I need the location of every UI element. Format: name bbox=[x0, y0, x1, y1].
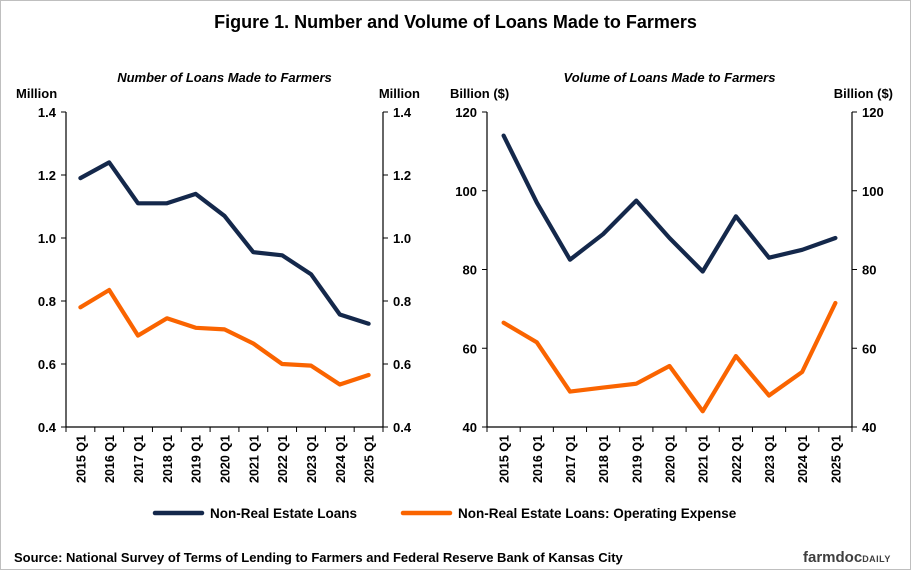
x-tick-label: 2023 Q1 bbox=[763, 435, 777, 483]
legend-label-operating-expense: Non-Real Estate Loans: Operating Expense bbox=[458, 506, 737, 521]
x-tick-label: 2019 Q1 bbox=[190, 435, 204, 483]
x-tick-label: 2025 Q1 bbox=[829, 435, 843, 483]
y-tick-label-left: 60 bbox=[463, 341, 477, 356]
x-tick-label: 2017 Q1 bbox=[564, 435, 578, 483]
y-tick-label-right: 0.6 bbox=[393, 357, 411, 372]
y-tick-label-right: 0.4 bbox=[393, 420, 412, 435]
logo-main: farmdoc bbox=[803, 549, 863, 566]
y-tick-label-left: 80 bbox=[463, 263, 477, 278]
series-line-operating-expense bbox=[501, 300, 838, 414]
y-tick-label-right: 120 bbox=[862, 105, 884, 120]
x-tick-label: 2015 Q1 bbox=[498, 435, 512, 483]
y-tick-label-right: 1.4 bbox=[393, 105, 412, 120]
panel-title: Volume of Loans Made to Farmers bbox=[564, 70, 776, 85]
y-tick-label-right: 60 bbox=[862, 341, 876, 356]
x-tick-label: 2018 Q1 bbox=[597, 435, 611, 483]
y-axis-label-right: Million bbox=[379, 86, 420, 101]
x-tick-label: 2015 Q1 bbox=[74, 435, 88, 483]
x-tick-label: 2020 Q1 bbox=[664, 435, 678, 483]
x-tick-label: 2019 Q1 bbox=[630, 435, 644, 483]
x-tick-label: 2023 Q1 bbox=[305, 435, 319, 483]
x-tick-label: 2022 Q1 bbox=[276, 435, 290, 483]
y-tick-label-left: 0.4 bbox=[38, 420, 57, 435]
legend-label-non-real-estate: Non-Real Estate Loans bbox=[210, 506, 357, 521]
y-tick-label-right: 80 bbox=[862, 263, 876, 278]
x-tick-label: 2022 Q1 bbox=[730, 435, 744, 483]
x-tick-label: 2020 Q1 bbox=[219, 435, 233, 483]
y-tick-label-left: 120 bbox=[455, 105, 477, 120]
x-tick-label: 2025 Q1 bbox=[363, 435, 377, 483]
y-tick-label-right: 1.2 bbox=[393, 168, 411, 183]
logo-sub: DAILY bbox=[862, 554, 891, 564]
y-tick-label-left: 1.4 bbox=[38, 105, 57, 120]
y-axis-label-left: Billion ($) bbox=[450, 86, 509, 101]
x-tick-label: 2021 Q1 bbox=[697, 435, 711, 483]
y-tick-label-left: 100 bbox=[455, 184, 477, 199]
x-tick-label: 2018 Q1 bbox=[161, 435, 175, 483]
figure-title: Figure 1. Number and Volume of Loans Mad… bbox=[214, 12, 697, 32]
y-tick-label-left: 1.0 bbox=[38, 231, 56, 246]
y-tick-label-right: 0.8 bbox=[393, 294, 411, 309]
x-tick-label: 2017 Q1 bbox=[132, 435, 146, 483]
y-tick-label-left: 40 bbox=[463, 420, 477, 435]
y-axis-label-left: Million bbox=[16, 86, 57, 101]
series-line-operating-expense bbox=[78, 287, 371, 387]
x-tick-label: 2024 Q1 bbox=[334, 435, 348, 483]
series-line-non-real-estate bbox=[78, 160, 371, 326]
y-tick-label-left: 0.6 bbox=[38, 357, 56, 372]
y-axis-label-right: Billion ($) bbox=[834, 86, 893, 101]
source-note: Source: National Survey of Terms of Lend… bbox=[14, 550, 623, 565]
panel-title: Number of Loans Made to Farmers bbox=[117, 70, 332, 85]
series-line-non-real-estate bbox=[501, 133, 838, 274]
x-tick-label: 2016 Q1 bbox=[103, 435, 117, 483]
y-tick-label-left: 0.8 bbox=[38, 294, 56, 309]
y-tick-label-right: 40 bbox=[862, 420, 876, 435]
y-tick-label-right: 100 bbox=[862, 184, 884, 199]
x-tick-label: 2016 Q1 bbox=[531, 435, 545, 483]
x-tick-label: 2024 Q1 bbox=[796, 435, 810, 483]
y-tick-label-left: 1.2 bbox=[38, 168, 56, 183]
farmdoc-logo: farmdocDAILY bbox=[803, 549, 891, 566]
y-tick-label-right: 1.0 bbox=[393, 231, 411, 246]
x-tick-label: 2021 Q1 bbox=[247, 435, 261, 483]
